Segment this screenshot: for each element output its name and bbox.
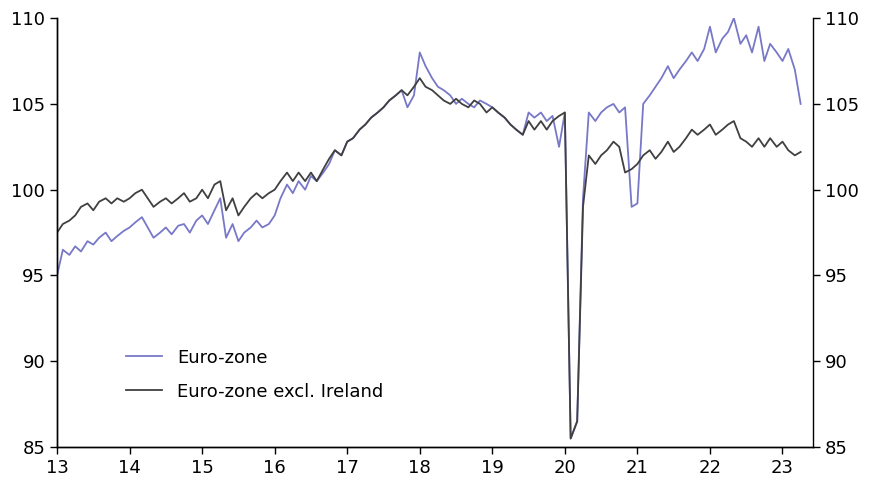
Euro-zone excl. Ireland — [269, 187, 280, 193]
Line: Euro-zone excl. Ireland: Euro-zone excl. Ireland — [57, 78, 799, 439]
Euro-zone — [269, 212, 280, 218]
Euro-zone — [52, 273, 63, 279]
Euro-zone excl. Ireland — [378, 104, 388, 110]
Euro-zone excl. Ireland — [487, 104, 497, 110]
Line: Euro-zone: Euro-zone — [57, 18, 799, 439]
Euro-zone — [565, 436, 575, 442]
Euro-zone — [100, 230, 110, 236]
Euro-zone excl. Ireland — [57, 221, 68, 227]
Euro-zone — [378, 104, 388, 110]
Euro-zone excl. Ireland — [52, 230, 63, 236]
Legend: Euro-zone, Euro-zone excl. Ireland: Euro-zone, Euro-zone excl. Ireland — [119, 341, 390, 408]
Euro-zone — [57, 247, 68, 253]
Euro-zone excl. Ireland — [100, 195, 110, 201]
Euro-zone excl. Ireland — [794, 149, 805, 155]
Euro-zone — [728, 15, 739, 21]
Euro-zone excl. Ireland — [191, 195, 202, 201]
Euro-zone — [481, 101, 491, 107]
Euro-zone excl. Ireland — [414, 75, 424, 81]
Euro-zone excl. Ireland — [565, 436, 575, 442]
Euro-zone — [794, 101, 805, 107]
Euro-zone — [191, 218, 202, 224]
